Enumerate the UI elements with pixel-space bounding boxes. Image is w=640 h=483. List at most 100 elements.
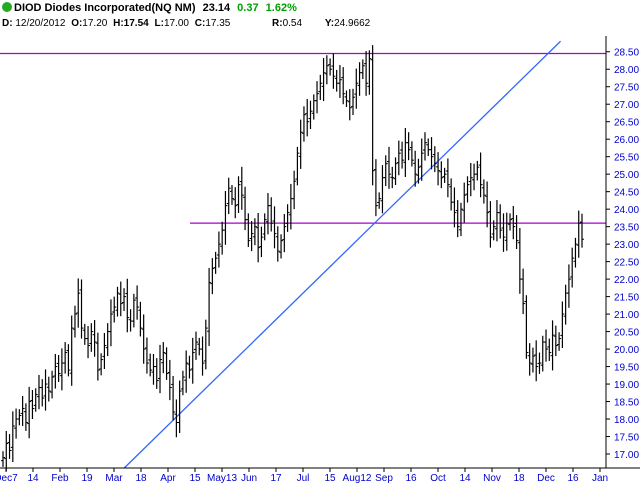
y-tick-label: 23.50 [614,223,639,234]
price-bar [30,389,35,420]
price-bar [331,53,336,89]
price-bar [249,221,254,252]
symbol-name: DIOD Diodes Incorporated(NQ NM) [14,2,196,14]
price-bar [354,68,359,109]
price-bar [498,204,503,239]
y-tick-label: 27.00 [614,100,639,111]
y-tick-label: 18.00 [614,415,639,426]
price-bar [27,386,32,439]
price-bar [383,155,388,187]
price-bar [141,314,146,364]
y-tick-label: 19.50 [614,363,639,374]
price-bar [148,353,153,377]
price-bar [282,214,287,253]
y-tick-label: 25.50 [614,153,639,164]
price-bar [171,376,176,421]
price-bar [553,325,558,357]
price-bar [462,182,467,223]
x-tick-label: Aug12 [343,473,372,483]
status-dot-icon [2,2,12,12]
price-bar [458,202,463,237]
price-bar [177,380,182,434]
y-tick-label: 20.50 [614,328,639,339]
y-tick-label: 25.00 [614,170,639,181]
price-bar [33,388,38,412]
price-bar [367,50,372,95]
price-bar [416,158,421,184]
price-bar [200,336,205,376]
r-label: R: [272,18,283,29]
price-bar [187,355,192,379]
date-label: D: [2,18,13,29]
low-label: L: [154,18,164,29]
price-bar [508,213,513,231]
price-bar [377,192,382,209]
price-bar [501,213,506,252]
price-bar [409,141,414,167]
price-bars [1,45,584,472]
price-bar [46,376,51,402]
price-bar [544,329,549,362]
price-bar [112,296,117,323]
price-bar [573,237,578,268]
price-bar [233,187,238,219]
x-tick-label: May13 [207,473,237,483]
price-bar [194,331,198,360]
low-value: 17.00 [163,18,189,29]
x-tick-label: Feb [51,473,69,483]
y-tick-label: 19.00 [614,380,639,391]
y-tick-label: 26.00 [614,135,639,146]
price-bar [468,162,473,197]
price-bar [422,132,427,161]
price-bar [66,344,71,377]
price-bar [534,340,539,382]
ohlc-readout: D: 12/20/2012 O:17.20 H:17.54 L:17.00 C:… [2,18,230,29]
y-tick-label: 21.00 [614,310,639,321]
price-bar [373,159,378,217]
x-tick-label: 15 [324,473,336,483]
price-bar [131,293,136,328]
trend-line-segment[interactable] [123,40,562,469]
price-bar [285,204,290,232]
x-tick-label: Nov [483,473,501,483]
plot-area[interactable] [0,36,606,468]
x-tick-label: Sep [375,473,393,483]
title-bar: DIOD Diodes Incorporated(NQ NM) 23.14 0.… [2,2,297,14]
price-bar [239,166,244,210]
price-bar [292,170,297,210]
price-bar [387,146,391,189]
x-tick-label: Jul [297,473,310,483]
price-bar [252,218,257,246]
price-bar [63,342,68,374]
price-bar [272,206,277,249]
price-bar [118,281,123,317]
x-tick-label: Dec [537,473,555,483]
price-bar [154,358,159,389]
price-bar [442,167,447,183]
price-bar [465,176,470,203]
y-tick-label: 22.50 [614,258,639,269]
price-bar [95,332,100,381]
price-bar [79,279,84,339]
price-bar [445,158,450,198]
price-bar [236,176,241,213]
y-tick-label: 24.00 [614,205,639,216]
price-bar [115,286,120,317]
price-bar [439,161,444,189]
price-bar [341,67,346,105]
y-tick-label: 28.50 [614,48,639,59]
price-bar [550,320,555,371]
price-bar [125,278,130,333]
y-value: 24.9662 [334,18,371,29]
high-label: H: [113,18,124,29]
price-bar [279,234,284,259]
price-bar [478,152,483,198]
price-bar [488,201,493,248]
price-bar [406,132,411,161]
high-value: 17.54 [123,18,149,29]
x-tick-label: 18 [135,473,147,483]
price-bar [337,65,342,98]
price-bar [122,288,127,311]
price-bar [50,370,55,399]
y-tick-label: 24.50 [614,188,639,199]
